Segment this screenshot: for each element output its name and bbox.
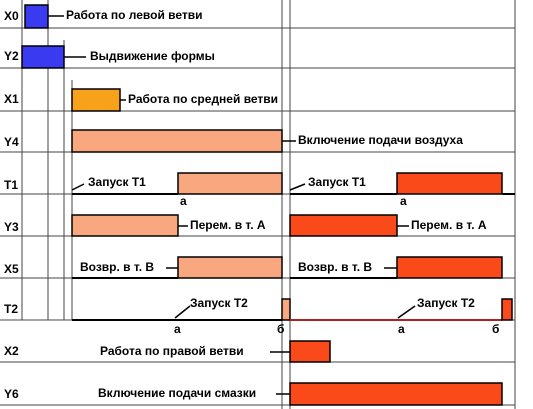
signal-name: X0 bbox=[4, 9, 19, 23]
marker: б bbox=[492, 322, 499, 336]
signal-name: X5 bbox=[4, 262, 19, 276]
note: Работа по средней ветви bbox=[128, 92, 278, 106]
signal-name: Y4 bbox=[4, 135, 19, 149]
notes: Работа по левой ветви Выдвижение формы Р… bbox=[66, 8, 499, 400]
note: Запуск Т2 bbox=[417, 296, 475, 310]
grid bbox=[0, 0, 516, 409]
note: Включение подачи смазки bbox=[98, 386, 256, 400]
leader-lines bbox=[48, 15, 416, 395]
marker: а bbox=[398, 322, 405, 336]
marker: а bbox=[180, 194, 187, 208]
marker: а bbox=[174, 322, 181, 336]
row-labels: X0 Y2 X1 Y4 T1 Y3 X5 T2 X2 Y6 bbox=[4, 9, 19, 401]
signal-name: Y3 bbox=[4, 220, 19, 234]
signal-name: X2 bbox=[4, 344, 19, 358]
note: Перем. в т. А bbox=[190, 218, 266, 232]
note: Запуск Т1 bbox=[88, 175, 146, 189]
note: Запуск Т2 bbox=[190, 296, 248, 310]
note: Возвр. в т. В bbox=[80, 260, 154, 274]
note: Возвр. в т. В bbox=[298, 260, 372, 274]
signal-name: T2 bbox=[4, 302, 18, 316]
note: Работа по левой ветви bbox=[66, 8, 203, 22]
signal-name: X1 bbox=[4, 92, 19, 106]
signals bbox=[21, 4, 515, 406]
marker: а bbox=[400, 194, 407, 208]
marker: б bbox=[277, 322, 284, 336]
note: Работа по правой ветви bbox=[100, 344, 244, 358]
signal-name: Y2 bbox=[4, 49, 19, 63]
signal-name: T1 bbox=[4, 178, 18, 192]
note: Перем. в т. А bbox=[411, 218, 487, 232]
note: Выдвижение формы bbox=[90, 49, 215, 63]
note: Включение подачи воздуха bbox=[298, 133, 463, 147]
note: Запуск Т1 bbox=[308, 175, 366, 189]
signal-name: Y6 bbox=[4, 387, 19, 401]
